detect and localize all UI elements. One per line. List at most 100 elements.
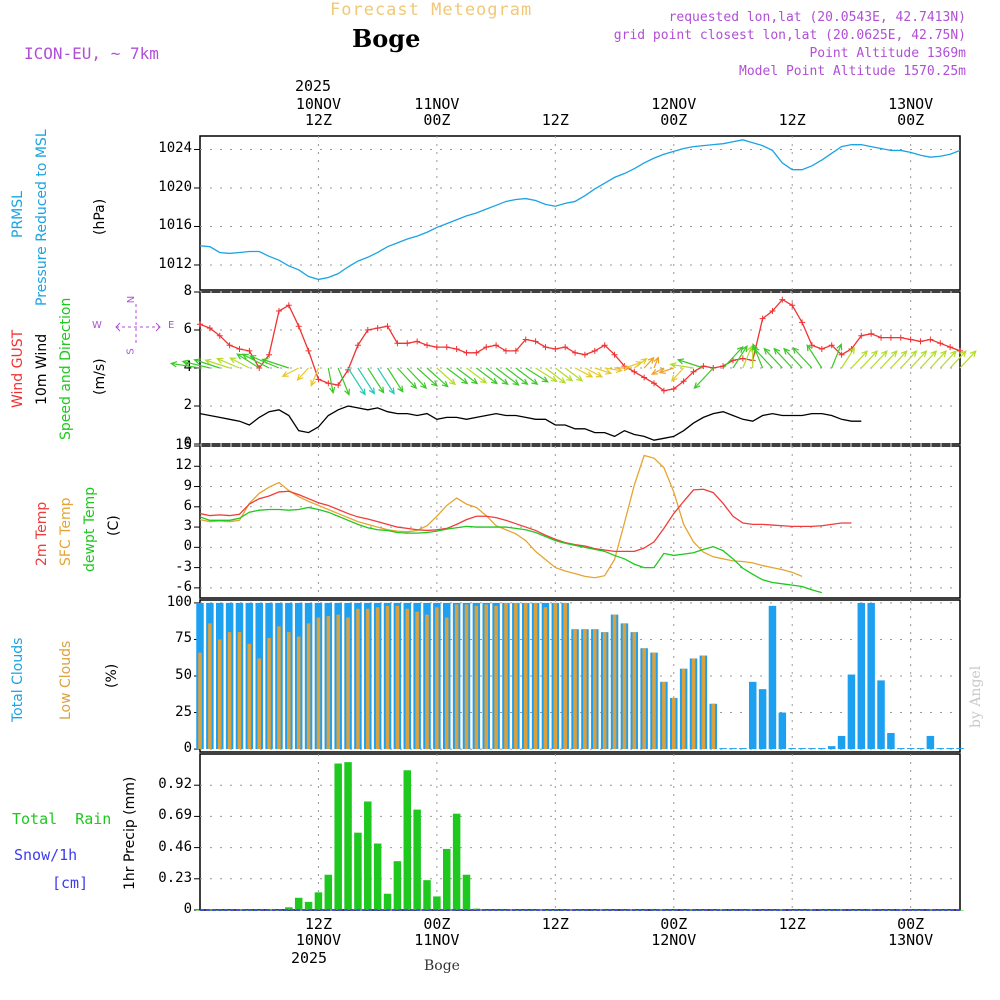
total-cloud-bar bbox=[778, 712, 787, 750]
wind-arrow bbox=[535, 367, 557, 382]
wind-arrow-head bbox=[676, 358, 685, 365]
y-tick-label: 25 bbox=[175, 703, 192, 720]
low-cloud-bar bbox=[366, 608, 370, 750]
gust-marker bbox=[463, 349, 470, 356]
rain-bar bbox=[285, 907, 293, 910]
gust-marker bbox=[591, 347, 598, 354]
low-cloud-bar bbox=[306, 623, 311, 750]
wind-arrow bbox=[416, 367, 438, 387]
y-tick-label: -6 bbox=[175, 578, 192, 595]
wind-arrow-head bbox=[670, 374, 678, 382]
rain-bar bbox=[482, 910, 490, 911]
y-tick-label: 1024 bbox=[158, 140, 192, 157]
time-tick-label: 12Z bbox=[778, 111, 806, 129]
requested-coordinates: requested lon,lat (20.0543E, 42.7413N) bbox=[668, 10, 966, 25]
gust-marker bbox=[493, 342, 500, 349]
wind-arrow-head bbox=[241, 353, 249, 360]
gust-marker bbox=[680, 378, 687, 385]
total-cloud-bar bbox=[847, 674, 856, 750]
wind-arrow-head bbox=[746, 345, 753, 353]
time-tick-label: 10NOV 12Z bbox=[295, 95, 342, 129]
wind-arrow-head bbox=[910, 350, 918, 358]
t2m-line bbox=[199, 488, 852, 553]
rain-bar bbox=[324, 874, 333, 910]
gust-marker bbox=[641, 374, 648, 381]
wind-arrow bbox=[939, 350, 957, 369]
low-cloud-bar bbox=[711, 703, 716, 750]
point-altitude: Point Altitude 1369m bbox=[809, 46, 966, 61]
gust-marker bbox=[216, 332, 223, 339]
gust-marker bbox=[345, 366, 352, 373]
y-tick-label: -3 bbox=[175, 558, 192, 575]
total-cloud-bar bbox=[887, 733, 895, 750]
low-cloud-bar bbox=[612, 614, 617, 750]
y-tick-label: 9 bbox=[183, 477, 192, 494]
wind-arrow-head bbox=[604, 368, 613, 375]
rain-bar bbox=[344, 762, 352, 910]
gust-marker bbox=[206, 325, 213, 332]
low-cloud-bar bbox=[701, 655, 706, 750]
total-cloud-bar bbox=[906, 748, 915, 750]
gust-marker bbox=[404, 340, 411, 347]
gust-marker bbox=[868, 330, 875, 337]
gust-marker bbox=[769, 308, 776, 314]
gust-marker bbox=[828, 342, 835, 349]
wind-arrow bbox=[910, 350, 927, 369]
wind-arrow-head bbox=[397, 385, 404, 393]
low-cloud-bar bbox=[454, 604, 459, 750]
gust-marker bbox=[236, 346, 243, 352]
gust-marker bbox=[266, 351, 273, 358]
y-tick-label: 12 bbox=[175, 457, 192, 474]
wind-arrow-head bbox=[344, 388, 350, 397]
wind-arrow-head bbox=[410, 382, 418, 390]
wind-arrow-head bbox=[861, 350, 869, 358]
time-tick-label: 12Z 10NOV bbox=[295, 915, 342, 949]
low-cloud-bar bbox=[484, 604, 489, 750]
wind-arrow-head bbox=[640, 357, 648, 365]
wind-arrow-head bbox=[420, 382, 427, 390]
wind-arrow bbox=[783, 348, 803, 369]
total-cloud-bar bbox=[739, 748, 747, 750]
low-cloud-bar bbox=[208, 623, 212, 750]
gust-marker bbox=[394, 340, 401, 347]
gust-marker bbox=[285, 302, 292, 309]
low-cloud-bar bbox=[385, 605, 390, 750]
model-point-altitude: Model Point Altitude 1570.25m bbox=[739, 64, 966, 79]
y-tick-label: 0 bbox=[183, 435, 192, 451]
wind-arrow bbox=[574, 367, 593, 378]
wind-arrow-head bbox=[792, 346, 799, 354]
gust-marker bbox=[542, 344, 549, 351]
rain-bar bbox=[393, 861, 402, 910]
gust-marker bbox=[473, 349, 480, 356]
gust-marker bbox=[315, 376, 322, 383]
wind-arrow bbox=[456, 367, 478, 384]
y-tick-label: 50 bbox=[175, 667, 192, 683]
wind-arrow-head bbox=[449, 378, 457, 386]
low-cloud-bar bbox=[257, 658, 261, 750]
rain-bar bbox=[699, 910, 708, 911]
total-cloud-bar bbox=[808, 748, 816, 750]
wind-arrow bbox=[515, 367, 538, 385]
wind-arrow bbox=[653, 357, 659, 369]
rain-bar bbox=[423, 880, 431, 910]
gust-marker bbox=[305, 347, 312, 354]
wind-arrow-head bbox=[359, 388, 366, 396]
wind-arrow-head bbox=[531, 378, 539, 386]
wind-arrow bbox=[217, 358, 240, 369]
low-cloud-bar bbox=[444, 617, 449, 750]
y-tick-label: 0.92 bbox=[158, 776, 192, 793]
gust-marker bbox=[601, 342, 608, 349]
wind-arrow-head bbox=[647, 356, 655, 364]
rain-bar bbox=[758, 910, 767, 911]
wind-arrow-head bbox=[576, 375, 584, 382]
gust-marker bbox=[502, 347, 509, 354]
total-cloud-bar bbox=[818, 748, 826, 750]
wind-arrow bbox=[282, 367, 299, 377]
low-cloud-bar bbox=[415, 611, 419, 750]
y-tick-label: 3 bbox=[183, 518, 192, 535]
wind-arrow bbox=[436, 367, 456, 385]
total-cloud-bar bbox=[936, 748, 945, 750]
total-cloud-bar bbox=[877, 680, 885, 750]
total-cloud-bar bbox=[768, 605, 777, 750]
low-cloud-bar bbox=[474, 605, 479, 750]
